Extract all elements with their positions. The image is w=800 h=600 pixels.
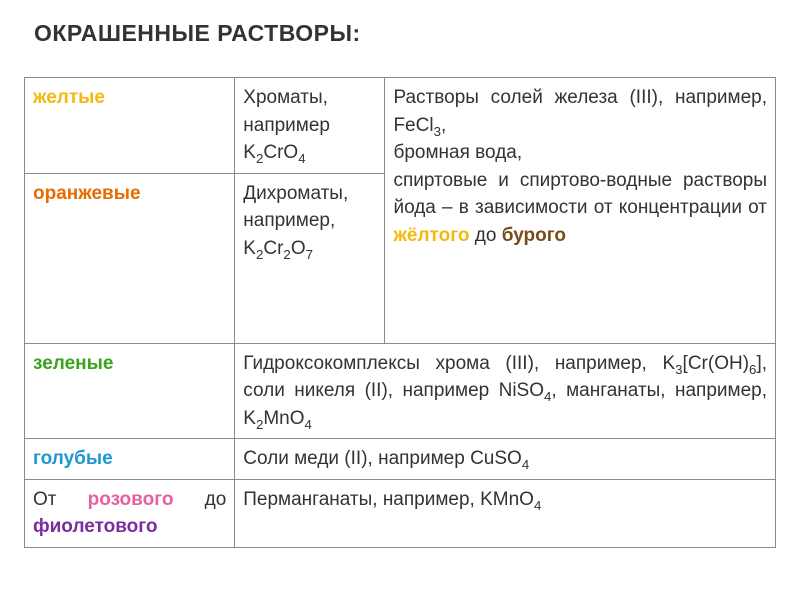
example-cell: Дихроматы, например, K2Cr2O7: [235, 173, 385, 343]
table-row: От розового до фиолетового Перманганаты,…: [25, 479, 776, 547]
text: Гидроксокомплексы хрома (III), например,: [243, 353, 662, 374]
text: ,: [441, 115, 446, 136]
chemical-formula: FeCl3: [393, 115, 441, 136]
text: до: [470, 225, 502, 246]
example-text: Дихроматы, например,: [243, 183, 348, 232]
chemical-formula: K2CrO4: [243, 142, 305, 163]
solutions-cell-blue: Соли меди (II), например CuSO4: [235, 439, 776, 480]
color-cell-pink-purple: От розового до фиолетового: [25, 479, 235, 547]
text: Соли меди (II), например: [243, 448, 470, 469]
chemical-formula: K3[Cr(OH)6]: [662, 353, 761, 374]
table-row: желтые Хроматы, например K2CrO4 Растворы…: [25, 78, 776, 174]
chemical-formula: NiSO4: [499, 380, 552, 401]
color-cell-yellow: желтые: [25, 78, 235, 174]
page-title: ОКРАШЕННЫЕ РАСТВОРЫ:: [34, 20, 776, 47]
chemical-formula: K2MnO4: [243, 408, 312, 429]
color-label: зеленые: [33, 353, 113, 374]
text: Растворы солей железа (III), например,: [393, 87, 767, 108]
text: , манганаты, например,: [551, 380, 767, 401]
color-word-brown: бурого: [502, 225, 566, 246]
color-cell-blue: голубые: [25, 439, 235, 480]
color-cell-green: зеленые: [25, 343, 235, 439]
chemical-formula: CuSO4: [470, 448, 529, 469]
chemical-formula: K2Cr2O7: [243, 238, 313, 259]
color-word-pink: розового: [88, 489, 174, 510]
text: бромная вода,: [393, 139, 767, 167]
text: От: [33, 489, 88, 510]
color-label: голубые: [33, 448, 113, 469]
solutions-cell-iron-iodine: Растворы солей железа (III), например, F…: [385, 78, 776, 344]
color-label: желтые: [33, 87, 105, 108]
solutions-cell-green: Гидроксокомплексы хрома (III), например,…: [235, 343, 776, 439]
color-cell-orange: оранжевые: [25, 173, 235, 343]
color-word-purple: фиолетового: [33, 516, 158, 537]
text: спиртовые и спиртово-водные растворы йод…: [393, 170, 767, 219]
table-row: зеленые Гидроксокомплексы хрома (III), н…: [25, 343, 776, 439]
text: Перманганаты, например,: [243, 489, 480, 510]
example-text: Хроматы, например: [243, 87, 330, 136]
solutions-table: желтые Хроматы, например K2CrO4 Растворы…: [24, 77, 776, 548]
color-label: оранжевые: [33, 183, 141, 204]
example-cell: Хроматы, например K2CrO4: [235, 78, 385, 174]
chemical-formula: KMnO4: [480, 489, 541, 510]
color-word-yellow: жёлтого: [393, 225, 469, 246]
table-row: голубые Соли меди (II), например CuSO4: [25, 439, 776, 480]
solutions-cell-permanganate: Перманганаты, например, KMnO4: [235, 479, 776, 547]
text: до: [173, 489, 226, 510]
